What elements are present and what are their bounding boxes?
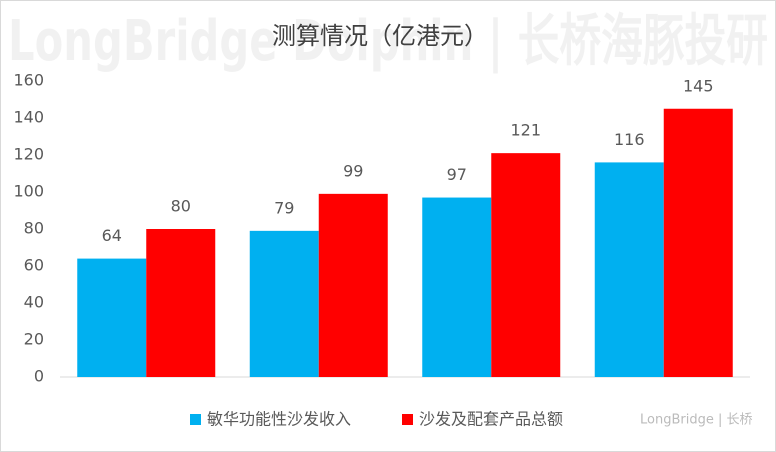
bar bbox=[663, 108, 733, 377]
logo: LongBridge | 长桥 bbox=[640, 413, 752, 428]
data-label: 79 bbox=[274, 198, 294, 217]
bar bbox=[77, 258, 147, 377]
legend-swatch bbox=[402, 414, 413, 425]
data-label: 145 bbox=[683, 76, 714, 95]
legend-swatch bbox=[190, 414, 201, 425]
y-tick-label: 40 bbox=[24, 293, 44, 312]
data-label: 97 bbox=[447, 165, 467, 184]
bar bbox=[594, 162, 664, 377]
y-tick-label: 20 bbox=[24, 330, 44, 349]
y-tick-label: 0 bbox=[34, 367, 44, 386]
data-label: 116 bbox=[614, 130, 645, 149]
chart-title: 测算情况（亿港元） bbox=[272, 22, 488, 50]
y-tick-label: 160 bbox=[13, 71, 44, 90]
y-tick-label: 80 bbox=[24, 219, 44, 238]
bar bbox=[146, 229, 216, 377]
bar bbox=[491, 153, 561, 377]
legend-label: 敏华功能性沙发收入 bbox=[207, 410, 351, 429]
y-tick-label: 100 bbox=[13, 182, 44, 201]
bar bbox=[422, 197, 492, 377]
y-tick-label: 120 bbox=[13, 145, 44, 164]
data-label: 99 bbox=[343, 161, 363, 180]
y-tick-label: 140 bbox=[13, 108, 44, 127]
legend-label: 沙发及配套产品总额 bbox=[419, 410, 563, 429]
data-label: 80 bbox=[171, 197, 191, 216]
bar bbox=[249, 230, 319, 377]
bar bbox=[318, 193, 388, 377]
y-tick-label: 60 bbox=[24, 256, 44, 275]
watermark: LongBridge Dolphin | 长桥海豚投研 bbox=[8, 9, 768, 74]
data-label: 64 bbox=[102, 226, 122, 245]
data-label: 121 bbox=[510, 121, 541, 140]
